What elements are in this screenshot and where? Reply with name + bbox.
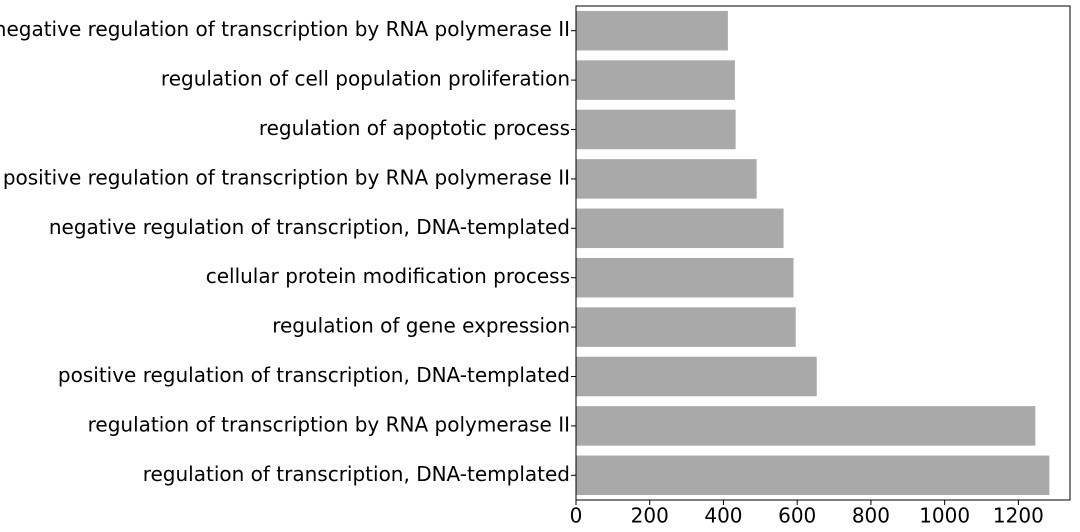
y-tick-label: regulation of gene expression [272, 314, 570, 338]
y-tick-label: negative regulation of transcription by … [0, 17, 570, 41]
bar [576, 356, 817, 397]
plot-frame [575, 5, 1071, 501]
y-tick-label: positive regulation of transcription by … [3, 165, 570, 189]
y-tick-label: regulation of transcription by RNA polym… [88, 412, 570, 436]
y-tick-label: positive regulation of transcription, DN… [58, 363, 570, 387]
y-tick-label: regulation of transcription, DNA-templat… [143, 462, 570, 486]
y-tick-label: negative regulation of transcription, DN… [49, 215, 570, 239]
bar [576, 406, 1036, 446]
bar [576, 257, 794, 298]
bar [576, 455, 1050, 496]
y-tick-label: regulation of cell population proliferat… [161, 67, 570, 91]
x-tick-label: 800 [852, 504, 890, 528]
bar [576, 307, 796, 347]
x-tick-label: 1000 [919, 504, 970, 528]
bar [576, 159, 757, 199]
x-tick-label: 400 [704, 504, 742, 528]
x-tick-label: 600 [778, 504, 816, 528]
bar [576, 60, 735, 100]
x-tick-label: 0 [570, 504, 583, 528]
y-tick-label: cellular protein modification process [206, 264, 570, 288]
bar [576, 109, 736, 150]
y-tick-label: regulation of apoptotic process [259, 116, 570, 140]
bar [576, 208, 784, 249]
bar [576, 10, 728, 51]
x-tick-label: 200 [631, 504, 669, 528]
x-tick-label: 1200 [993, 504, 1044, 528]
